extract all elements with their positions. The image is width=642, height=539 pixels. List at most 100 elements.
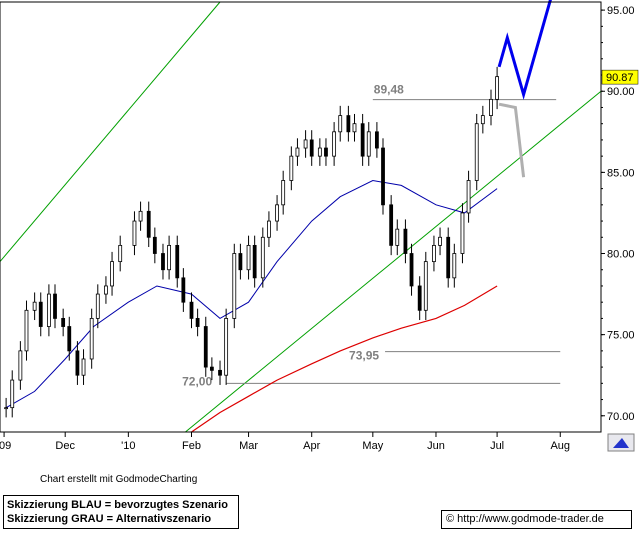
price-candle — [195, 318, 200, 327]
price-candle — [209, 366, 214, 371]
x-tick-label: Dec — [55, 440, 75, 452]
y-tick-label: 70.00 — [607, 411, 635, 423]
price-candle — [466, 180, 471, 214]
scenario-blue-line — [497, 0, 552, 100]
level-label: 89,48 — [374, 83, 404, 97]
price-candle — [417, 285, 422, 311]
chart-nav-icon — [607, 433, 635, 452]
x-tick-label: Jul — [490, 440, 504, 452]
x-tick-label: Aug — [550, 440, 570, 452]
x-tick-label: Apr — [303, 440, 320, 452]
price-candle — [218, 369, 222, 376]
legend-grey-scenario: Skizzierung GRAU = Alternativszenario — [7, 513, 212, 525]
price-candle — [295, 147, 300, 157]
price-candle — [152, 236, 157, 254]
price-candle — [381, 147, 385, 206]
price-series — [4, 66, 499, 418]
x-tick-label: Jun — [427, 440, 445, 452]
price-candle — [146, 210, 151, 238]
price-candle — [409, 253, 414, 287]
price-candle — [303, 139, 308, 149]
price-candle — [438, 236, 442, 246]
price-candle — [346, 115, 351, 133]
price-candle — [352, 123, 357, 133]
price-candle — [281, 180, 286, 206]
scenario-sketches — [497, 0, 552, 178]
axes: 70.00 75.00 80.00 85.00 90.00 95.00 '09 Dec '10 F… — [0, 1, 635, 452]
y-tick-label: 85.00 — [607, 167, 635, 179]
price-candle — [46, 293, 51, 327]
price-candle — [432, 244, 436, 263]
last-price-label: 90.87 — [606, 72, 634, 84]
price-candle — [317, 147, 322, 157]
price-candle — [446, 236, 451, 279]
chart-credit: Chart erstellt mit GodmodeCharting — [40, 474, 198, 485]
price-candle — [38, 301, 43, 327]
nav-arrow-icon — [613, 438, 629, 448]
price-candle — [132, 220, 137, 246]
price-candle — [203, 326, 208, 368]
price-candle — [324, 147, 328, 157]
last-price-marker: 90.87 — [601, 69, 639, 85]
trend-channel — [0, 1, 602, 433]
price-candle — [161, 253, 165, 271]
price-candle — [75, 350, 80, 376]
price-candle — [18, 350, 23, 381]
source-url-link[interactable]: © http://www.godmode-trader.de — [441, 510, 632, 529]
price-candle — [181, 277, 186, 303]
x-tick-label: Mar — [239, 440, 258, 452]
price-candle — [81, 358, 86, 376]
channel-upper-line — [0, 1, 221, 262]
price-candle — [61, 318, 66, 327]
price-candle — [89, 318, 94, 360]
moving-averages — [5, 179, 498, 433]
price-candle — [189, 301, 194, 319]
price-candle — [232, 253, 237, 319]
price-candle — [238, 253, 243, 271]
channel-lower-line — [185, 90, 602, 433]
x-tick-label: May — [362, 440, 383, 452]
price-candle — [360, 123, 365, 157]
price-candle — [224, 318, 229, 376]
price-candle — [489, 98, 493, 116]
price-candle — [175, 244, 180, 279]
level-lines: 89,48 73,95 72,00 — [182, 83, 561, 388]
price-candle — [403, 228, 408, 254]
plot-frame — [0, 1, 602, 433]
price-candle — [167, 244, 171, 271]
y-tick-label: 95.00 — [607, 5, 635, 17]
price-candle — [252, 244, 257, 279]
price-candle — [495, 76, 499, 100]
price-candle — [118, 244, 123, 263]
price-candle — [53, 293, 57, 319]
price-candle — [24, 309, 29, 352]
price-candle — [32, 301, 37, 311]
price-candle — [389, 204, 394, 246]
price-candle — [110, 261, 114, 287]
price-candle — [104, 285, 108, 295]
price-candle — [332, 131, 337, 157]
price-candle — [4, 407, 9, 410]
price-candle — [452, 253, 457, 279]
moving-average-blue — [5, 179, 498, 409]
price-candle — [267, 220, 271, 238]
price-candle — [480, 115, 485, 125]
price-candle — [138, 210, 143, 222]
price-candle — [423, 261, 428, 311]
price-candle — [10, 379, 15, 409]
legend-blue-scenario: Skizzierung BLAU = bevorzugtes Szenario — [7, 499, 228, 511]
y-tick-label: 80.00 — [607, 249, 635, 261]
price-candle — [67, 326, 72, 352]
y-tick-label: 75.00 — [607, 330, 635, 342]
x-tick-label: '10 — [121, 440, 135, 452]
price-candle — [246, 244, 251, 271]
price-candle — [338, 115, 343, 133]
price-candle — [460, 212, 465, 254]
price-candle — [395, 228, 400, 246]
level-label: 73,95 — [349, 349, 379, 363]
x-tick-label: '09 — [0, 440, 11, 452]
scenario-grey-line — [498, 102, 526, 178]
price-candle — [474, 123, 479, 181]
y-tick-label: 90.00 — [607, 86, 635, 98]
